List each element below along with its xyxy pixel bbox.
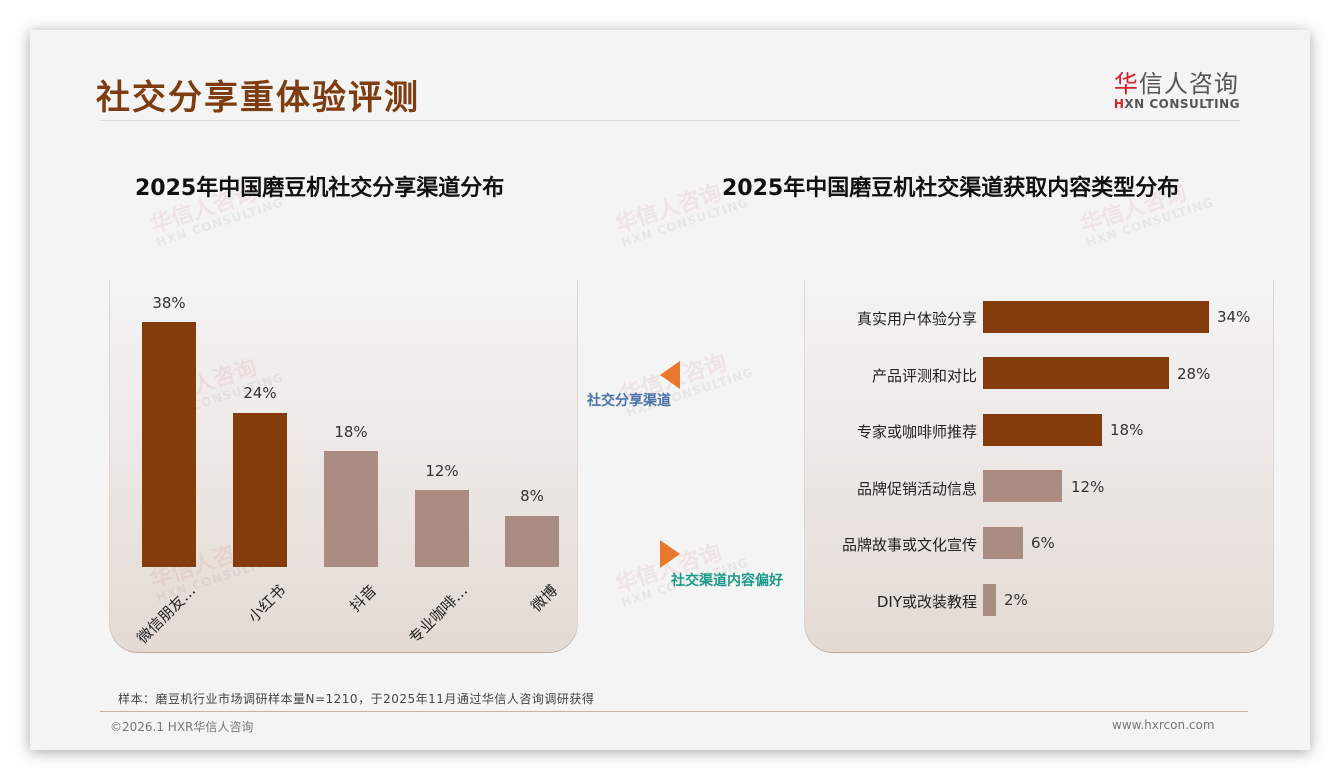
hbar-value: 12% (1071, 478, 1105, 496)
logo-en: HXN CONSULTING (1113, 97, 1240, 111)
bar-value-label: 18% (334, 423, 368, 441)
page-title: 社交分享重体验评测 (96, 78, 420, 118)
bar-value-label: 24% (243, 384, 277, 402)
y-label: 品牌故事或文化宣传 (841, 536, 977, 554)
footer-divider (100, 711, 1248, 712)
x-label: 微信朋友… (133, 581, 200, 648)
hbar-review (983, 357, 1169, 389)
hbar-value: 6% (1031, 534, 1055, 552)
bar-coffee-pro (415, 490, 469, 567)
x-label: 专业咖啡… (405, 581, 472, 648)
x-label: 抖音 (346, 581, 381, 616)
x-label: 微博 (527, 581, 562, 616)
y-label: DIY或改装教程 (876, 593, 977, 611)
right-chart-panel: 真实用户体验分享 产品评测和对比 专家或咖啡师推荐 品牌促销活动信息 品牌故事或… (805, 280, 1273, 652)
hbar-expert (983, 414, 1102, 446)
right-chart-title: 2025年中国磨豆机社交渠道获取内容类型分布 (722, 176, 1180, 201)
hbar-diy (983, 584, 996, 616)
y-label: 产品评测和对比 (871, 367, 977, 385)
arrow-left-icon (660, 361, 680, 389)
title-divider (100, 120, 1240, 121)
connector-label-share-channel: 社交分享渠道 (587, 393, 671, 409)
sample-note: 样本：磨豆机行业市场调研样本量N=1210，于2025年11月通过华信人咨询调研… (118, 692, 595, 706)
y-axis-labels: 真实用户体验分享 产品评测和对比 专家或咖啡师推荐 品牌促销活动信息 品牌故事或… (805, 280, 977, 652)
hbar-value: 18% (1110, 421, 1144, 439)
logo-cn: 华信人咨询 (1113, 70, 1239, 98)
bar-value-label: 12% (425, 462, 459, 480)
bar-value-label: 38% (152, 294, 186, 312)
left-chart-panel: 华信人咨询 HXN CONSULTING 华信人咨询 HXN CONSULTING … (110, 280, 577, 652)
x-label: 小红书 (244, 581, 290, 626)
bar-wechat (142, 322, 196, 567)
bar-xiaohongshu (233, 413, 287, 567)
website-link[interactable]: www.hxrcon.com (1112, 718, 1215, 732)
hbar-value: 34% (1217, 308, 1251, 326)
hbar-brand-story (983, 527, 1023, 559)
hbar-value: 28% (1177, 365, 1211, 383)
bar-value-label: 8% (520, 487, 544, 505)
y-label: 专家或咖啡师推荐 (856, 423, 977, 441)
hbar-promo (983, 470, 1062, 502)
y-label: 真实用户体验分享 (856, 310, 977, 328)
company-logo: 华信人咨询 HXN CONSULTING (1114, 64, 1240, 111)
connector-label-content-preference: 社交渠道内容偏好 (671, 573, 783, 589)
arrow-right-icon (660, 540, 680, 568)
left-chart-title: 2025年中国磨豆机社交分享渠道分布 (135, 176, 505, 201)
slide: 社交分享重体验评测 华信人咨询 HXN CONSULTING 华信人咨询 HXN … (30, 30, 1310, 750)
y-label: 品牌促销活动信息 (856, 480, 977, 498)
bar-douyin (324, 451, 378, 567)
hbar-value: 2% (1004, 591, 1028, 609)
hbar-real-user (983, 301, 1209, 333)
bar-weibo (505, 516, 559, 567)
copyright: ©2026.1 HXR华信人咨询 (110, 720, 254, 734)
